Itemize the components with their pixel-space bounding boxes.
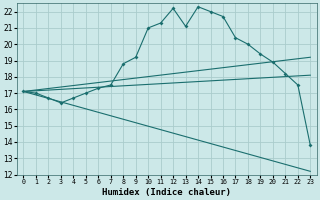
X-axis label: Humidex (Indice chaleur): Humidex (Indice chaleur) — [102, 188, 231, 197]
